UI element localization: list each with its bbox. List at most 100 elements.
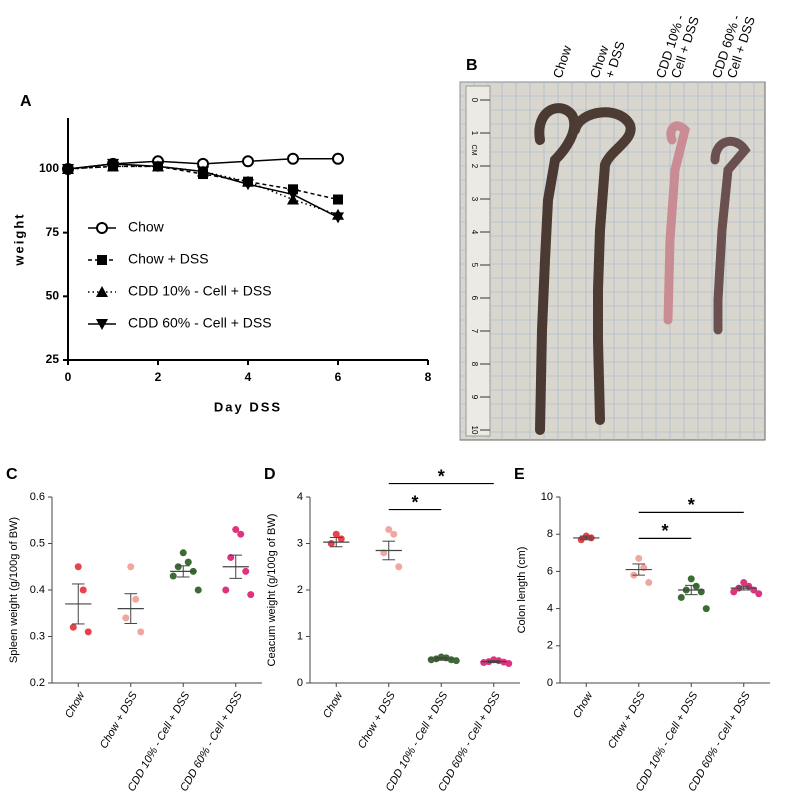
marker [287,152,299,165]
panel-label: E [514,466,525,483]
tissues [534,103,751,435]
y-axis-label: weight [11,212,26,266]
dot [132,595,140,603]
photo-label: Chow [550,43,575,80]
marker [242,155,254,168]
dot [687,575,695,583]
ruler-label: 6 [470,296,479,301]
marker [287,189,299,201]
marker [288,184,298,195]
x-tick-label: Chow + DSS [606,689,648,750]
dot [69,623,77,631]
ruler-label: 3 [470,197,479,202]
dot [480,659,488,667]
dot [222,586,230,594]
y-tick-label: 0.2 [30,677,45,689]
y-tick-label: 0 [297,677,303,689]
dot [390,530,398,538]
dot [505,659,513,667]
y-tick-label: 10 [541,491,553,503]
ruler-label: 5 [470,263,479,268]
dot [179,549,187,557]
x-tick-label: Chow [63,689,88,720]
y-tick-label: 8 [547,528,553,540]
ruler-label: 8 [470,362,479,367]
y-tick-label: 2 [297,584,303,596]
y-tick-label: 4 [297,491,303,503]
y-tick-label: 0.6 [30,491,45,503]
y-tick-label: 1 [297,630,303,642]
dot [247,591,255,599]
dot [385,526,393,534]
x-tick-label: 8 [425,370,432,384]
dot [127,563,135,571]
legend-label: CDD 60% - Cell + DSS [128,315,272,331]
ruler-label: 2 [470,164,479,169]
marker [332,212,344,224]
y-axis-label: Colon length (cm) [516,547,528,634]
dot [645,579,653,587]
dot [337,535,345,543]
dot [677,593,685,601]
marker [197,166,209,178]
x-tick-label: Chow + DSS [356,689,398,750]
dot [122,614,130,622]
marker [332,152,344,165]
y-tick-label: 0.5 [30,537,45,549]
dot [327,540,335,547]
dot [740,579,748,587]
y-tick-label: 100 [39,161,59,175]
significance-label: * [688,495,695,515]
ruler-label: 1 [470,131,479,136]
y-tick-label: 25 [46,352,60,366]
colon-cdd60 [710,136,751,335]
ruler-label: 7 [470,329,479,334]
significance-label: * [411,492,418,512]
colon-chow-dss [570,107,636,425]
x-tick-label: Chow [321,689,346,720]
ruler-label: 9 [470,395,479,400]
y-axis-label: Spleen weight (g/100g of BW) [8,517,20,663]
dot [730,588,738,596]
dot [137,628,145,636]
x-tick-label: CDD 60% - Cell + DSS [436,689,503,793]
dot [332,530,340,538]
x-tick-label: Chow [571,689,596,720]
x-tick-label: 2 [155,370,162,384]
legend-marker [97,255,107,265]
x-tick-label: 6 [335,370,342,384]
ruler-label: 4 [470,230,479,235]
dot [184,558,192,566]
x-tick-label: 4 [245,370,252,384]
y-tick-label: 3 [297,537,303,549]
y-tick-label: 2 [547,640,553,652]
photo-background [459,81,766,441]
panel-label: C [6,466,18,483]
x-tick-label: CDD 60% - Cell + DSS [686,689,753,793]
dot [169,572,177,580]
dot [755,590,763,598]
dot [232,526,240,534]
ruler-unit: CM [470,145,477,156]
ruler-label: 0 [470,98,479,103]
marker [333,194,343,205]
y-tick-label: 0.3 [30,630,45,642]
dot [237,530,245,538]
dot [174,563,182,571]
y-axis-label: Ceacum weight (g/100g of BW) [266,514,278,667]
y-tick-label: 0 [547,677,553,689]
y-tick-label: 6 [547,565,553,577]
marker [107,158,119,170]
colon-chow [534,103,580,435]
x-tick-label: CDD 60% - Cell + DSS [178,689,245,793]
colon-cdd10 [663,121,690,325]
panel-label: A [20,93,32,110]
significance-label: * [661,521,668,541]
dot [692,582,700,590]
x-axis-label: Day DSS [214,399,282,414]
dot [79,586,87,594]
marker [62,163,74,175]
legend-label: Chow [128,219,165,235]
panel-label: D [264,466,276,483]
